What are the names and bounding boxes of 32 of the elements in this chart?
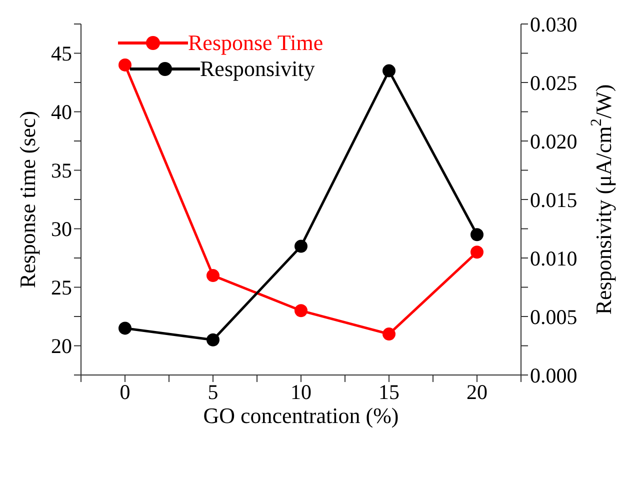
y2-tick-label: 0.005	[530, 304, 578, 329]
point	[382, 328, 396, 341]
point	[118, 322, 132, 335]
y2-tick-label: 0.000	[530, 363, 578, 388]
x-axis-title: GO concentration (%)	[203, 403, 399, 428]
x-tick-label: 15	[378, 380, 400, 404]
y-tick-label: 40	[51, 100, 72, 124]
point	[470, 228, 484, 242]
x-tick-label: 5	[208, 380, 218, 404]
point	[206, 333, 220, 346]
y2-tick-label: 0.015	[530, 188, 578, 212]
legend-label: Response Time	[188, 30, 324, 56]
y2-tick-label: 0.020	[530, 129, 578, 154]
point	[470, 246, 484, 259]
y-tick-label: 20	[51, 334, 72, 358]
legend-label: Responsivity	[200, 56, 315, 82]
point	[118, 58, 132, 72]
point	[294, 304, 308, 318]
x-tick-label: 20	[466, 380, 488, 404]
y2-tick-label: 0.030	[530, 12, 578, 36]
y-tick-label: 25	[51, 276, 72, 300]
y-axis-title: Response time (sec)	[15, 110, 40, 288]
y-tick-label: 35	[51, 158, 72, 183]
point	[206, 269, 220, 282]
x-tick-label: 10	[290, 380, 312, 404]
point	[294, 240, 308, 253]
y-tick-label: 45	[51, 42, 72, 66]
point	[382, 64, 396, 78]
x-tick-label: 0	[120, 380, 130, 404]
y2-tick-label: 0.010	[530, 246, 578, 270]
y-tick-label: 30	[51, 217, 72, 242]
y2-tick-label: 0.025	[530, 70, 578, 95]
